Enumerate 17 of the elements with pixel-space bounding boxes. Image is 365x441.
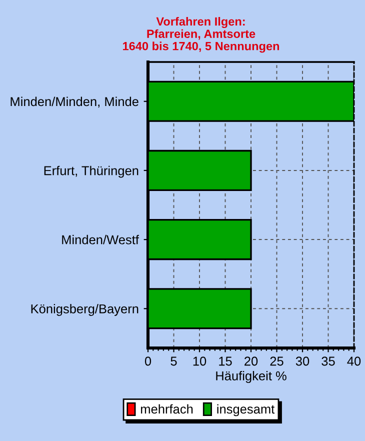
x-tick-label: 35 (322, 356, 335, 366)
legend-label: mehrfach (140, 404, 193, 414)
y-tick-label: Minden/Minden, Minde (10, 96, 138, 108)
x-tick-label: 10 (193, 356, 206, 366)
x-tick-label: 20 (244, 356, 258, 366)
y-tick-label: Königsberg/Bayern (31, 304, 138, 316)
x-tick-label: 25 (270, 356, 284, 366)
legend-label: insgesamt (217, 404, 275, 416)
y-tick-label: Erfurt, Thüringen (44, 166, 138, 178)
x-tick-label: 40 (347, 356, 361, 366)
x-tick-label: 30 (296, 356, 310, 366)
x-tick-label: 15 (219, 356, 232, 366)
y-tick-label: Minden/Westf (62, 234, 139, 244)
x-tick-label: 5 (170, 356, 177, 366)
x-axis-title: Häufigkeit % (216, 371, 286, 383)
chart-title: Vorfahren Ilgen: Pfarreien, Amtsorte 1640 bis 1740, 5 Nennungen (123, 17, 280, 53)
x-tick-label: 0 (144, 356, 152, 366)
